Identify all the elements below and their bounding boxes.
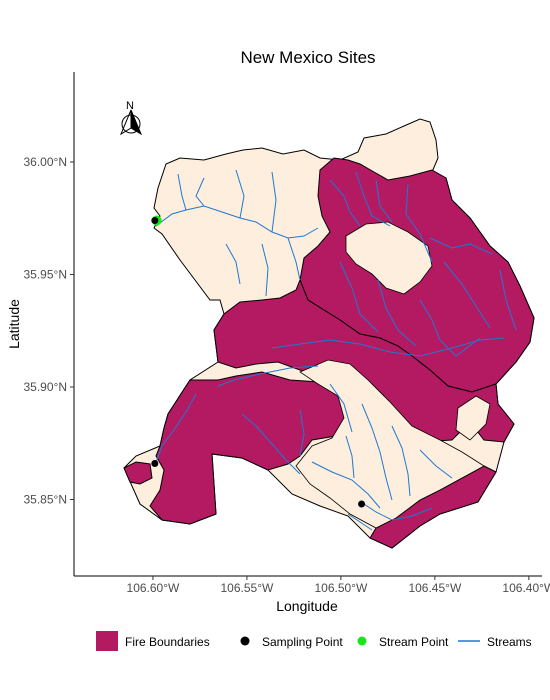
y-tick-label: 35.90°N [24, 380, 68, 394]
legend-streams-label: Streams [487, 635, 532, 649]
stream-line [419, 449, 453, 479]
north-arrow: N [119, 100, 143, 136]
plot-area [123, 118, 535, 549]
stream-line [429, 237, 493, 255]
x-tick-label: 106.40°W [502, 581, 550, 595]
y-tick-label: 36.00°N [24, 155, 68, 169]
legend-fire-swatch [96, 631, 118, 651]
sampling-point-marker [151, 460, 159, 467]
stream-line [361, 403, 393, 501]
stream-line [311, 461, 381, 509]
x-axis-title: Longitude [276, 598, 338, 614]
stream-line [405, 183, 433, 263]
stream-line [345, 435, 355, 479]
stream-line [443, 261, 491, 329]
unburned-patch-east [455, 395, 491, 441]
legend: Fire Boundaries Sampling Point Stream Po… [96, 631, 532, 651]
stream-line [363, 503, 433, 521]
sampling-point-marker [151, 217, 159, 224]
stream-line [347, 513, 373, 531]
stream-line [377, 279, 417, 347]
stream-line [177, 173, 187, 211]
stream-line [391, 425, 411, 497]
stream-line [271, 337, 505, 357]
stream-line [419, 299, 481, 357]
stream-line [235, 169, 245, 219]
stream-line [355, 171, 391, 227]
legend-fire-label: Fire Boundaries [125, 635, 210, 649]
streams [155, 169, 517, 531]
fire-polygon-center [213, 278, 515, 443]
fire-boundaries [123, 157, 535, 549]
stream-line [155, 393, 197, 463]
x-tick-label: 106.55°W [221, 581, 275, 595]
axes [73, 72, 542, 577]
y-tick-label: 35.85°N [24, 493, 68, 507]
y-tick-label: 35.95°N [24, 268, 68, 282]
x-tick-label: 106.50°W [314, 581, 368, 595]
north-arrow-label: N [126, 100, 134, 112]
chart-title: New Mexico Sites [240, 48, 375, 67]
stream-line [271, 171, 277, 233]
points-layer [151, 215, 366, 508]
stream-line [375, 179, 393, 223]
legend-sampling-swatch [240, 636, 250, 646]
stream-line [339, 261, 379, 333]
y-axis-ticks: 35.85°N 35.90°N 35.95°N 36.00°N [24, 155, 74, 507]
stream-line [261, 243, 269, 297]
y-axis-title: Latitude [6, 299, 22, 349]
stream-line [217, 365, 319, 387]
stream-line [329, 179, 361, 227]
unburned-patch-north [345, 221, 433, 295]
legend-streampoint-label: Stream Point [379, 635, 449, 649]
stream-line [287, 237, 301, 281]
north-arrow-ring [121, 114, 141, 134]
x-axis-ticks: 106.60°W 106.55°W 106.50°W 106.45°W 106.40°W [127, 576, 550, 595]
stream-line [241, 413, 301, 475]
stream-line [299, 409, 305, 457]
stream-line [225, 243, 241, 285]
stream-line [499, 269, 517, 331]
fire-polygon-west-tip [123, 461, 153, 485]
x-tick-label: 106.45°W [408, 581, 462, 595]
sampling-point-marker [358, 500, 366, 508]
stream-line [329, 383, 353, 433]
x-tick-label: 106.60°W [127, 581, 181, 595]
stream-line [195, 177, 205, 207]
legend-streampoint-swatch [357, 636, 367, 646]
legend-sampling-label: Sampling Point [262, 635, 343, 649]
